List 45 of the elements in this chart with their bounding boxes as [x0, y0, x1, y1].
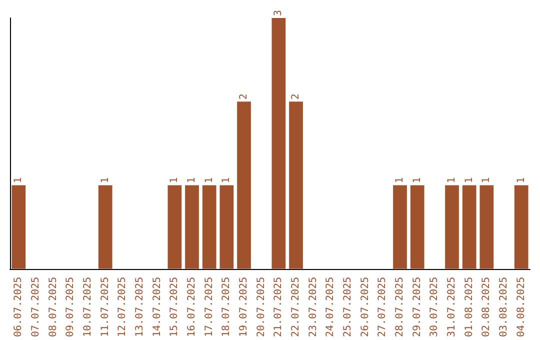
data-label: 1	[100, 177, 111, 184]
x-tick-label: 27.07.2025	[377, 276, 388, 338]
x-tick-label: 28.07.2025	[394, 276, 406, 338]
x-tick-label: 10.07.2025	[82, 276, 94, 338]
data-label: 1	[516, 177, 527, 184]
data-label: 1	[169, 177, 180, 184]
data-label: 1	[13, 177, 24, 184]
x-tick-label: 29.07.2025	[412, 276, 423, 338]
data-label: 1	[186, 177, 198, 184]
data-label: 1	[464, 177, 475, 184]
x-tick-label: 07.07.2025	[30, 276, 42, 338]
x-tick-label: 11.07.2025	[100, 276, 111, 338]
x-tick-label: 03.08.2025	[498, 276, 510, 338]
x-tick-label: 20.07.2025	[256, 276, 267, 338]
x-tick-label: 17.07.2025	[204, 276, 215, 338]
x-tick-label: 31.07.2025	[446, 276, 458, 338]
x-tick-label: 01.08.2025	[464, 276, 475, 338]
x-tick-label: 04.08.2025	[516, 276, 527, 338]
data-label: 1	[394, 177, 406, 184]
x-tick-label: 15.07.2025	[169, 276, 180, 338]
data-label: 1	[446, 177, 458, 184]
data-label: 2	[238, 94, 250, 100]
x-tick-label: 24.07.2025	[325, 276, 336, 338]
x-tick-label: 21.07.2025	[273, 276, 284, 338]
x-tick-label: 25.07.2025	[342, 276, 354, 338]
data-label: 2	[290, 94, 302, 100]
data-label: 1	[204, 177, 215, 184]
x-tick-label: 26.07.2025	[360, 276, 371, 338]
data-label: 3	[273, 10, 284, 16]
x-tick-label: 30.07.2025	[429, 276, 440, 338]
data-label: 1	[221, 177, 232, 184]
data-label: 1	[481, 177, 492, 184]
x-tick-label: 14.07.2025	[152, 276, 163, 338]
x-tick-label: 12.07.2025	[117, 276, 128, 338]
x-tick-label: 22.07.2025	[290, 276, 302, 338]
x-tick-label: 13.07.2025	[134, 276, 146, 338]
x-tick-label: 06.07.2025	[13, 276, 24, 338]
x-tick-label: 08.07.2025	[48, 276, 59, 338]
x-tick-label: 16.07.2025	[186, 276, 198, 338]
x-tick-label: 19.07.2025	[238, 276, 250, 338]
x-tick-label: 23.07.2025	[308, 276, 319, 338]
x-tick-label: 09.07.2025	[65, 276, 76, 338]
x-tick-label: 02.08.2025	[481, 276, 492, 338]
x-tick-label: 18.07.2025	[221, 276, 232, 338]
data-label: 1	[412, 177, 423, 184]
